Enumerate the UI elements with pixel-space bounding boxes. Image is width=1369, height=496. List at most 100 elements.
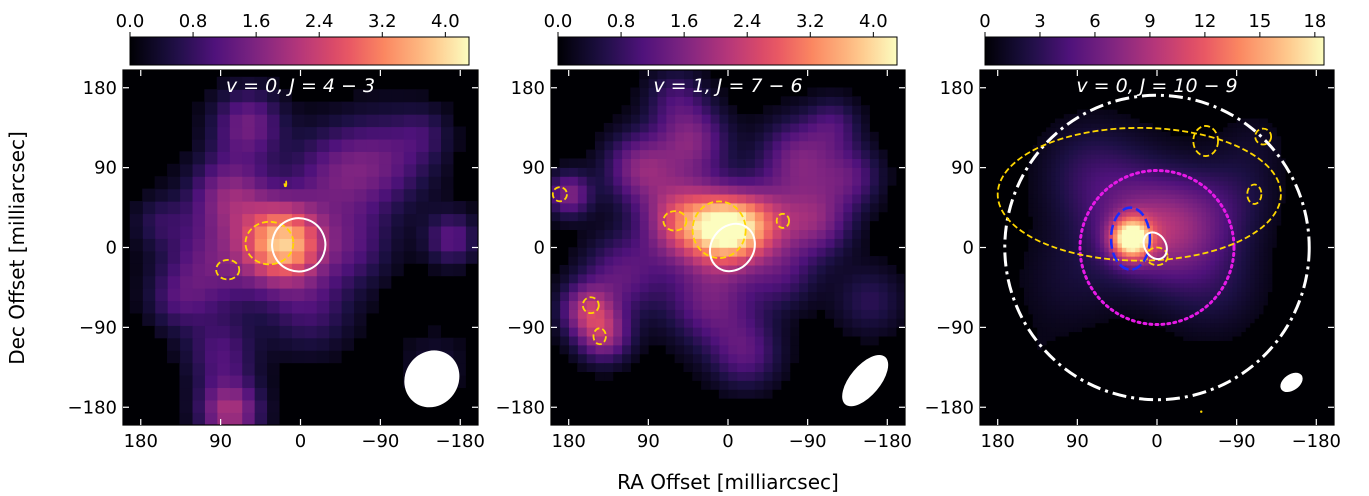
heatmap-cell (1267, 131, 1273, 137)
heatmap-cell (1063, 318, 1069, 324)
heatmap-cell (1271, 229, 1277, 235)
heatmap-cell (763, 344, 773, 355)
heatmap-cell (1116, 287, 1122, 293)
heatmap-cell (1094, 189, 1100, 195)
colorbar-tick-label: 0.0 (116, 11, 145, 32)
heatmap-cell (763, 140, 773, 151)
heatmap-cell (630, 291, 640, 302)
heatmap-cell (1099, 229, 1105, 235)
heatmap-cell (1174, 304, 1180, 310)
heatmap-cell (1041, 171, 1047, 177)
heatmap-cell (851, 309, 862, 319)
heatmap-cell (1068, 167, 1074, 173)
heatmap-cell (291, 126, 305, 140)
heatmap-cell (718, 344, 729, 355)
heatmap-cell (1249, 140, 1255, 146)
heatmap-cell (851, 131, 862, 142)
heatmap-cell (167, 201, 181, 215)
heatmap-cell (1156, 140, 1162, 146)
heatmap-cell (1152, 202, 1158, 208)
heatmap-cell (179, 337, 193, 351)
heatmap-cell (736, 335, 746, 346)
heatmap-cell (179, 213, 193, 227)
heatmap-cell (656, 211, 667, 222)
heatmap-cell (807, 105, 817, 115)
heatmap-cell (129, 288, 143, 302)
heatmap-cell (1249, 136, 1255, 142)
heatmap-cell (229, 362, 243, 376)
heatmap-cell (1236, 233, 1242, 239)
heatmap-cell (656, 309, 667, 319)
heatmap-cell (403, 225, 417, 239)
heatmap-cell (1231, 269, 1237, 275)
heatmap-cell (1032, 300, 1038, 306)
heatmap-cell (612, 335, 623, 346)
heatmap-cell (825, 158, 835, 168)
heatmap-cell (1161, 287, 1167, 293)
heatmap-cell (701, 193, 711, 204)
heatmap-cell (191, 399, 205, 413)
heatmap-cell (1072, 309, 1078, 315)
heatmap-cell (1046, 158, 1052, 164)
heatmap-cell (1156, 287, 1162, 293)
heatmap-cell (216, 114, 230, 128)
heatmap-cell (216, 138, 230, 152)
heatmap-cell (1121, 158, 1127, 164)
heatmap-cell (1094, 256, 1100, 262)
heatmap-cell (1258, 167, 1264, 173)
heatmap-cell (1094, 185, 1100, 191)
heatmap-cell (1134, 149, 1140, 155)
heatmap-cell (1271, 185, 1277, 191)
heatmap-cell (254, 163, 268, 177)
heatmap-cell (701, 96, 711, 106)
heatmap-cell (1196, 247, 1202, 253)
heatmap-cell (1245, 269, 1251, 275)
heatmap-cell (1081, 242, 1087, 248)
heatmap-cell (1169, 304, 1175, 310)
heatmap-cell (1245, 118, 1251, 124)
heatmap-cell (1125, 256, 1131, 262)
heatmap-cell (204, 163, 218, 177)
heatmap-cell (736, 389, 746, 399)
heatmap-cell (1205, 185, 1211, 191)
heatmap-cell (745, 140, 755, 151)
heatmap-cell (1121, 273, 1127, 279)
heatmap-cell (1196, 242, 1202, 248)
heatmap-cell (1081, 282, 1087, 288)
heatmap-cell (254, 138, 268, 152)
heatmap-cell (1165, 247, 1171, 253)
heatmap-cell (603, 158, 614, 168)
heatmap-cell (1072, 171, 1078, 177)
heatmap-cell (1099, 296, 1105, 302)
heatmap-cell (851, 327, 862, 337)
heatmap-cell (771, 353, 782, 364)
heatmap-cell (241, 138, 255, 152)
heatmap-cell (1032, 296, 1038, 302)
heatmap-cell (1139, 127, 1145, 133)
heatmap-cell (1245, 225, 1251, 231)
heatmap-cell (1178, 269, 1184, 275)
heatmap-cell (1236, 193, 1242, 199)
heatmap-cell (878, 158, 888, 168)
heatmap-cell (1161, 193, 1167, 199)
heatmap-cell (559, 273, 569, 284)
heatmap-cell (701, 371, 711, 381)
heatmap-cell (754, 211, 764, 222)
heatmap-cell (1134, 131, 1140, 137)
heatmap-cell (833, 158, 844, 168)
heatmap-cell (674, 167, 685, 177)
heatmap-cell (1161, 300, 1167, 306)
heatmap-cell (674, 229, 685, 239)
heatmap-cell (1205, 198, 1211, 204)
heatmap-cell (428, 325, 442, 339)
heatmap-cell (1046, 291, 1052, 297)
heatmap-cell (568, 318, 578, 328)
heatmap-cell (1099, 202, 1105, 208)
heatmap-cell (780, 140, 791, 151)
heatmap-cell (1085, 282, 1091, 288)
heatmap-cell (1169, 269, 1175, 275)
heatmap-cell (1090, 211, 1096, 217)
heatmap-cell (674, 335, 685, 346)
heatmap-cell (1236, 207, 1242, 213)
